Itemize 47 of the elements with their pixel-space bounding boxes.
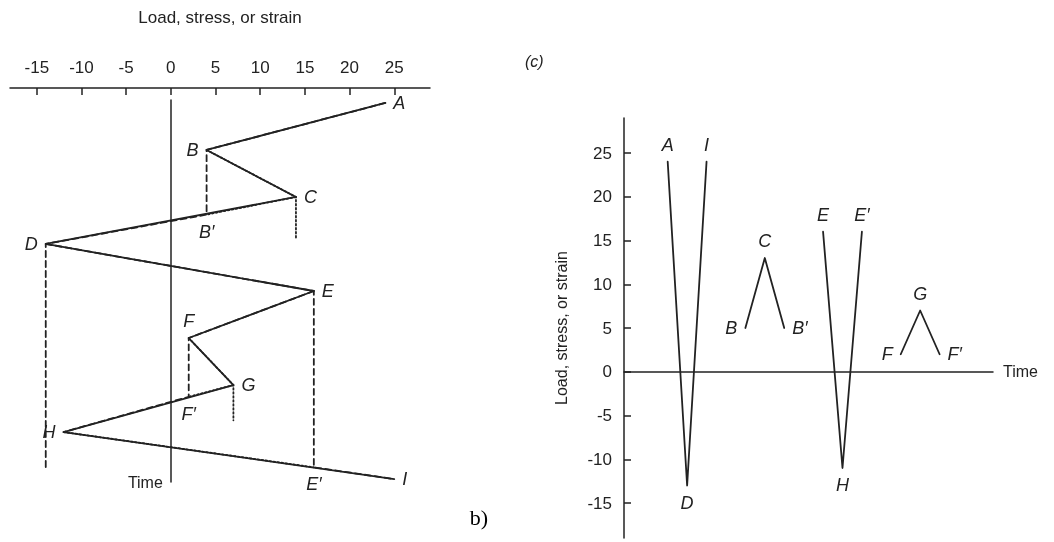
y-tick-label: 20 bbox=[593, 187, 612, 207]
y-tick-label: -5 bbox=[596, 406, 612, 425]
x-tick-label: 0 bbox=[166, 58, 176, 77]
x-tick-label: 10 bbox=[250, 58, 270, 77]
data-label: E′ bbox=[854, 204, 871, 225]
y-tick-label: 0 bbox=[602, 362, 612, 382]
y-tick-label: -10 bbox=[587, 449, 612, 469]
data-label: B bbox=[186, 139, 199, 160]
data-label: A bbox=[392, 92, 406, 113]
data-label: B′ bbox=[198, 221, 215, 242]
y-tick-label: -15 bbox=[587, 493, 612, 513]
y-axis-title: Load, stress, or strain bbox=[552, 251, 570, 405]
y-tick-label: 5 bbox=[602, 318, 612, 338]
x-tick-label: -5 bbox=[118, 58, 134, 77]
x-tick-label: 5 bbox=[210, 58, 221, 77]
x-tick-label: 20 bbox=[340, 58, 360, 77]
data-label: E bbox=[321, 281, 335, 301]
x-tick-label: 25 bbox=[384, 58, 404, 77]
data-label: F′ bbox=[181, 403, 197, 424]
y-axis-title: Time bbox=[127, 473, 163, 491]
data-label: C bbox=[303, 186, 318, 207]
data-label: I bbox=[704, 134, 710, 155]
data-label: D bbox=[680, 492, 694, 513]
data-label: E bbox=[817, 204, 831, 225]
x-tick-label: 15 bbox=[295, 58, 315, 77]
x-tick-label: -15 bbox=[24, 58, 50, 77]
data-label: B′ bbox=[792, 318, 809, 338]
data-label: G bbox=[241, 375, 256, 396]
data-label: D bbox=[24, 233, 38, 254]
x-axis-title: Load, stress, or strain bbox=[138, 8, 302, 27]
x-tick-label: -10 bbox=[69, 58, 94, 77]
data-label: F bbox=[881, 344, 894, 365]
chart-title: (c) bbox=[525, 52, 544, 70]
data-label: F′ bbox=[947, 344, 963, 365]
text: b) bbox=[469, 504, 488, 530]
data-label: I bbox=[402, 469, 408, 490]
data-label: A bbox=[660, 134, 674, 155]
x-axis-title: Time bbox=[1003, 363, 1039, 381]
data-label: E′ bbox=[306, 474, 323, 495]
y-tick-label: 10 bbox=[593, 274, 612, 294]
y-tick-label: 25 bbox=[593, 143, 612, 163]
data-label: C bbox=[758, 231, 773, 251]
data-label: F bbox=[183, 311, 196, 332]
y-tick-label: 15 bbox=[593, 231, 612, 250]
data-label: B bbox=[725, 318, 738, 338]
data-label: H bbox=[835, 475, 850, 495]
data-label: G bbox=[913, 283, 928, 304]
